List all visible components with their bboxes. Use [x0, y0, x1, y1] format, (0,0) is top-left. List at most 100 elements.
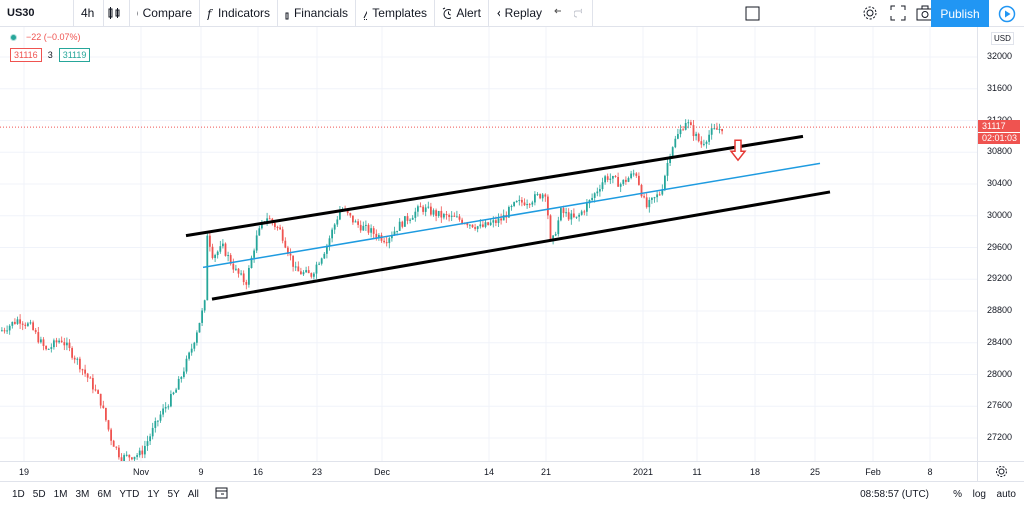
candle [14, 318, 16, 325]
candle [388, 236, 391, 249]
candle [619, 182, 622, 193]
log-toggle[interactable]: log [972, 489, 986, 500]
interval-button[interactable]: 4h [74, 0, 104, 27]
range-button-5d[interactable]: 5D [32, 489, 46, 500]
expand-button[interactable] [890, 5, 906, 24]
candle [305, 266, 307, 273]
candle [183, 367, 185, 379]
range-button-ytd[interactable]: YTD [119, 489, 140, 500]
candle [120, 453, 123, 461]
axis-settings-button[interactable] [977, 461, 1024, 481]
plus-circle-icon [137, 11, 138, 15]
candle [149, 433, 151, 446]
replay-button[interactable]: Replay [489, 0, 549, 27]
candle [3, 327, 6, 334]
range-button-3m[interactable]: 3M [75, 489, 90, 500]
candle [50, 343, 53, 353]
candle [604, 174, 606, 185]
price-tick: 27600 [987, 400, 1013, 411]
goto-date-button[interactable] [215, 487, 229, 502]
range-button-1y[interactable]: 1Y [147, 489, 160, 500]
bar-chart-icon [285, 12, 289, 19]
gear-icon [863, 6, 877, 20]
range-button-6m[interactable]: 6M [97, 489, 112, 500]
time-tick: 16 [252, 467, 264, 477]
redo-button[interactable] [569, 0, 593, 27]
candle [47, 348, 50, 350]
time-tick: 18 [749, 467, 761, 477]
range-button-all[interactable]: All [187, 489, 199, 500]
candle [471, 224, 474, 229]
candle [235, 264, 237, 272]
candle [58, 338, 60, 344]
candle [66, 337, 68, 351]
candle [177, 376, 180, 390]
time-tick: 8 [927, 467, 933, 477]
candle [19, 314, 21, 330]
candle [284, 237, 287, 249]
candle [102, 400, 105, 409]
candle [320, 257, 323, 266]
compare-button[interactable]: Compare [130, 0, 200, 27]
candle [146, 435, 149, 451]
candle [562, 205, 565, 218]
replay-label: Replay [504, 6, 542, 20]
currency-label[interactable]: USD [991, 32, 1014, 45]
time-axis[interactable]: 19 Nov 9 16 23 Dec 14 21 2021 11 18 25 Feb 8 [0, 461, 977, 481]
chart-style-button[interactable] [104, 0, 130, 27]
candle [656, 190, 658, 203]
utc-clock[interactable]: 08:58:57 (UTC) [860, 489, 929, 500]
candle [237, 268, 240, 278]
candle [640, 183, 643, 198]
channel-trendline[interactable] [185, 134, 804, 238]
buy-price-button[interactable]: 31119 [58, 48, 91, 62]
candle [497, 213, 500, 227]
range-button-1m[interactable]: 1M [53, 489, 68, 500]
candle [193, 341, 196, 352]
auto-scale-toggle[interactable]: auto [996, 489, 1016, 500]
replay-play-button[interactable] [989, 0, 1024, 27]
down-arrow-icon[interactable] [729, 139, 747, 162]
candle [125, 451, 128, 457]
candle [118, 444, 120, 460]
candle [534, 191, 536, 206]
range-button-5y[interactable]: 5Y [167, 489, 180, 500]
candle [622, 179, 625, 186]
range-button-1d[interactable]: 1D [12, 489, 25, 500]
settings-button[interactable] [862, 5, 878, 24]
candle [716, 122, 718, 130]
price-axis[interactable]: USD 32000 31600 31200 30800 30400 30000 29600 2… [977, 27, 1024, 461]
percent-toggle[interactable]: % [953, 489, 962, 500]
candle [684, 119, 687, 131]
fullscreen-layout-button[interactable] [745, 6, 760, 24]
candle [674, 135, 677, 149]
publish-button[interactable]: Publish [931, 0, 989, 27]
candle [328, 235, 331, 251]
templates-icon [363, 10, 368, 20]
candle [307, 266, 310, 274]
price-chart-canvas[interactable] [0, 27, 977, 461]
candle [287, 245, 289, 257]
time-tick: 9 [198, 467, 204, 477]
candle [281, 226, 284, 244]
indicators-button[interactable]: fx Indicators [200, 0, 278, 27]
drawings-layer[interactable] [185, 134, 831, 301]
candle [138, 447, 141, 458]
candle [638, 172, 640, 186]
candle [151, 422, 154, 440]
candle [216, 250, 219, 259]
financials-label: Financials [293, 6, 348, 20]
financials-button[interactable]: Financials [278, 0, 356, 27]
midline-trendline[interactable] [202, 162, 821, 269]
candle [201, 307, 203, 326]
undo-button[interactable] [549, 0, 569, 27]
symbol-search[interactable]: US30 [0, 0, 74, 27]
candle [367, 223, 370, 235]
alert-button[interactable]: Alert [435, 0, 489, 27]
sell-price-button[interactable]: 31116 [10, 48, 42, 62]
candle [703, 139, 705, 147]
candle [175, 387, 177, 393]
channel-trendline[interactable] [211, 190, 831, 301]
templates-button[interactable]: Templates [356, 0, 435, 27]
candle [279, 224, 281, 230]
